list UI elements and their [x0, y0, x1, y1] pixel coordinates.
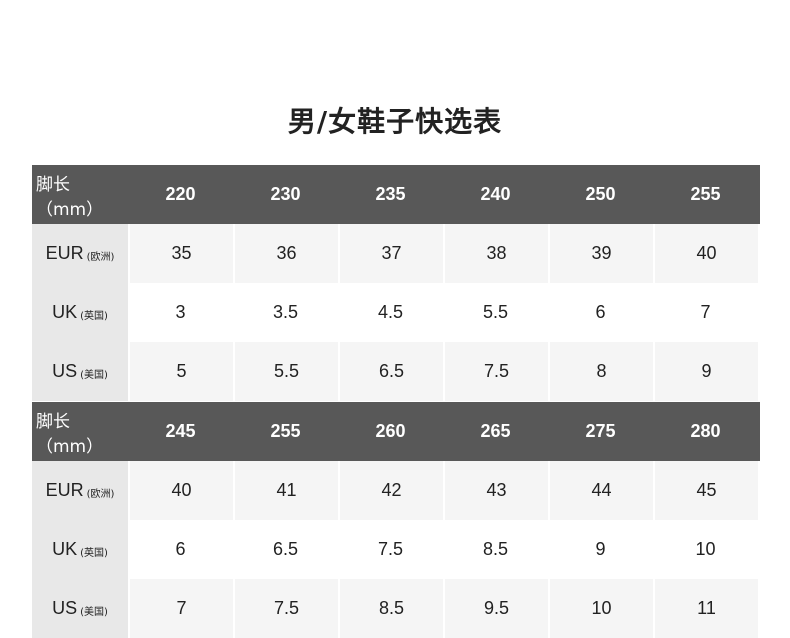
- size-cell: 39: [548, 224, 653, 283]
- size-cell: 40: [128, 461, 233, 520]
- size-row-us: US (美国) 7 7.5 8.5 9.5 10 11: [32, 579, 760, 638]
- size-cell: 9.5: [443, 579, 548, 638]
- size-system-name: EUR: [45, 243, 84, 263]
- size-cell: 5: [128, 342, 233, 401]
- foot-length-label: 脚长（mm）: [36, 411, 104, 457]
- size-system-name: US: [52, 598, 78, 618]
- size-system-label: US (美国): [32, 342, 128, 401]
- size-cell: 6: [548, 283, 653, 342]
- size-system-region: (美国): [80, 607, 108, 618]
- size-cell: 35: [128, 224, 233, 283]
- size-cell: 9: [548, 520, 653, 579]
- size-cell: 8.5: [338, 579, 443, 638]
- size-chart-table: 脚长（mm） 220 230 235 240 250 255 EUR (欧洲) 35 36 37 38 3…: [32, 165, 760, 638]
- foot-length-cell: 265: [480, 421, 511, 441]
- size-cell: 4.5: [338, 283, 443, 342]
- size-row-us: US (美国) 5 5.5 6.5 7.5 8 9: [32, 342, 760, 401]
- size-cell: 8.5: [443, 520, 548, 579]
- size-system-region: (美国): [80, 370, 108, 381]
- size-system-name: US: [52, 361, 78, 381]
- size-row-uk: UK (英国) 6 6.5 7.5 8.5 9 10: [32, 520, 760, 579]
- foot-length-header-row: 脚长（mm） 220 230 235 240 250 255: [32, 165, 760, 224]
- size-cell: 37: [338, 224, 443, 283]
- foot-length-cell: 280: [690, 421, 721, 441]
- size-cell: 42: [338, 461, 443, 520]
- size-system-region: (英国): [80, 311, 108, 322]
- foot-length-cell: 230: [270, 184, 301, 204]
- size-system-region: (欧洲): [86, 252, 115, 263]
- size-cell: 10: [548, 579, 653, 638]
- foot-length-cell: 255: [690, 184, 721, 204]
- size-cell: 10: [653, 520, 758, 579]
- page-title: 男/女鞋子快选表: [287, 105, 503, 138]
- size-system-label: US (美国): [32, 579, 128, 638]
- size-cell: 7: [128, 579, 233, 638]
- foot-length-cell: 260: [375, 421, 406, 441]
- size-cell: 38: [443, 224, 548, 283]
- size-cell: 3.5: [233, 283, 338, 342]
- size-cell: 11: [653, 579, 758, 638]
- foot-length-cell: 235: [375, 184, 406, 204]
- size-cell: 6: [128, 520, 233, 579]
- size-system-name: EUR: [45, 480, 84, 500]
- size-cell: 44: [548, 461, 653, 520]
- size-cell: 41: [233, 461, 338, 520]
- size-system-name: UK: [52, 302, 78, 322]
- foot-length-header-row: 脚长（mm） 245 255 260 265 275 280: [32, 402, 760, 461]
- size-cell: 3: [128, 283, 233, 342]
- size-row-eur: EUR (欧洲) 40 41 42 43 44 45: [32, 461, 760, 520]
- foot-length-cell: 250: [585, 184, 616, 204]
- size-cell: 9: [653, 342, 758, 401]
- foot-length-label: 脚长（mm）: [36, 174, 104, 220]
- foot-length-cell: 245: [165, 421, 196, 441]
- size-cell: 6.5: [338, 342, 443, 401]
- size-system-region: (欧洲): [86, 489, 115, 500]
- size-cell: 7: [653, 283, 758, 342]
- size-system-name: UK: [52, 539, 78, 559]
- size-cell: 7.5: [233, 579, 338, 638]
- size-cell: 7.5: [338, 520, 443, 579]
- foot-length-cell: 255: [270, 421, 301, 441]
- foot-length-cell: 275: [585, 421, 616, 441]
- size-cell: 45: [653, 461, 758, 520]
- size-system-label: UK (英国): [32, 520, 128, 579]
- foot-length-cell: 240: [480, 184, 511, 204]
- size-row-uk: UK (英国) 3 3.5 4.5 5.5 6 7: [32, 283, 760, 342]
- size-cell: 6.5: [233, 520, 338, 579]
- size-row-eur: EUR (欧洲) 35 36 37 38 39 40: [32, 224, 760, 283]
- size-system-label: EUR (欧洲): [32, 224, 128, 283]
- size-cell: 8: [548, 342, 653, 401]
- size-cell: 5.5: [443, 283, 548, 342]
- size-cell: 40: [653, 224, 758, 283]
- size-system-label: EUR (欧洲): [32, 461, 128, 520]
- size-cell: 5.5: [233, 342, 338, 401]
- size-system-region: (英国): [80, 548, 108, 559]
- size-cell: 36: [233, 224, 338, 283]
- size-system-label: UK (英国): [32, 283, 128, 342]
- foot-length-cell: 220: [165, 184, 196, 204]
- size-cell: 43: [443, 461, 548, 520]
- size-cell: 7.5: [443, 342, 548, 401]
